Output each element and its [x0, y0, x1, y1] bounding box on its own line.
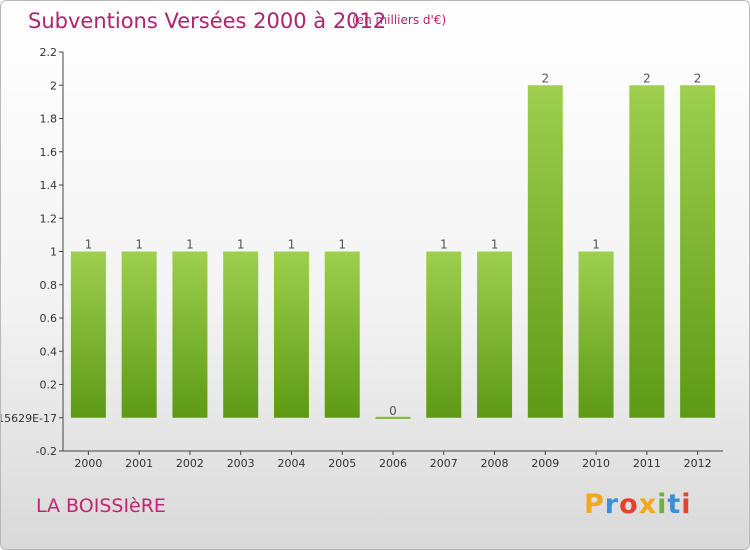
bar-2006[interactable]: [375, 416, 411, 419]
bar-2010[interactable]: [578, 251, 614, 418]
logo-letter: x: [638, 489, 658, 520]
x-tick-label: 2006: [379, 457, 407, 470]
data-label-2002: 1: [186, 238, 194, 252]
data-label-2008: 1: [491, 238, 499, 252]
y-tick-label: -1.15629E-17: [1, 412, 57, 425]
y-axis: -0.2 -1.15629E-17 0.2 0.4 0.6 0.8 1 1.2 1.4 1.6 1.…: [1, 46, 64, 458]
data-label-2000: 1: [85, 238, 93, 252]
y-tick-label: 0.2: [40, 379, 58, 392]
chart-unit-note: (en milliers d'€): [352, 13, 447, 27]
bar-2008[interactable]: [477, 251, 513, 418]
bar-series: [70, 85, 716, 419]
bar-2011[interactable]: [629, 85, 665, 418]
bar-2001[interactable]: [121, 251, 157, 418]
y-tick-label: 0.4: [40, 345, 58, 358]
bar-2012[interactable]: [680, 85, 716, 418]
data-label-2012: 2: [694, 71, 702, 85]
data-label-2009: 2: [541, 71, 549, 85]
x-axis: 2000 2001 2002 2003 2004 2005 2006 2007 2008 2009…: [63, 450, 723, 470]
data-label-2011: 2: [643, 71, 651, 85]
x-tick-label: 2000: [74, 457, 102, 470]
data-label-2007: 1: [440, 238, 448, 252]
y-tick-label: 1: [50, 246, 57, 259]
y-tick-label: 0.8: [40, 279, 58, 292]
x-tick-label: 2004: [277, 457, 305, 470]
x-tick-label: 2008: [481, 457, 509, 470]
x-tick-label: 2009: [531, 457, 559, 470]
logo-letter: i: [681, 489, 692, 520]
chart-title: Subventions Versées 2000 à 2012: [28, 9, 387, 33]
x-tick-label: 2012: [684, 457, 712, 470]
x-tick-label: 2001: [125, 457, 153, 470]
bar-2000[interactable]: [70, 251, 106, 418]
bar-2004[interactable]: [273, 251, 309, 418]
data-label-2001: 1: [135, 238, 143, 252]
bar-2002[interactable]: [172, 251, 208, 418]
x-tick-label: 2011: [633, 457, 661, 470]
y-tick-label: 1.6: [40, 146, 58, 159]
logo-letter: o: [619, 489, 639, 520]
y-tick-label: 1.4: [40, 179, 58, 192]
x-tick-label: 2003: [227, 457, 255, 470]
x-tick-label: 2002: [176, 457, 204, 470]
logo-letter: r: [604, 489, 620, 520]
commune-name: LA BOISSIèRE: [36, 495, 166, 517]
data-label-2006: 0: [389, 404, 397, 418]
y-tick-label: 1.8: [40, 113, 58, 126]
bar-2003[interactable]: [223, 251, 259, 418]
logo-letter: t: [667, 489, 682, 520]
x-tick-label: 2010: [582, 457, 610, 470]
proxiti-logo[interactable]: Proxiti: [584, 489, 692, 520]
y-tick-label: 2.2: [40, 46, 58, 59]
x-tick-label: 2005: [328, 457, 356, 470]
data-label-2004: 1: [288, 238, 296, 252]
logo-letter: P: [584, 489, 605, 520]
data-label-2003: 1: [237, 238, 245, 252]
data-label-2005: 1: [338, 238, 346, 252]
bar-2007[interactable]: [426, 251, 462, 418]
logo-letter: i: [657, 489, 668, 520]
y-tick-label: -0.2: [36, 445, 57, 458]
bar-2005[interactable]: [324, 251, 360, 418]
y-tick-label: 2: [50, 79, 57, 92]
bar-2009[interactable]: [527, 85, 563, 418]
y-tick-label: 1.2: [40, 212, 58, 225]
data-label-2010: 1: [592, 238, 600, 252]
y-tick-label: 0.6: [40, 312, 58, 325]
x-tick-label: 2007: [430, 457, 458, 470]
data-labels: 1 1 1 1 1 1 0 1 1 2 1 2 2: [85, 71, 702, 418]
